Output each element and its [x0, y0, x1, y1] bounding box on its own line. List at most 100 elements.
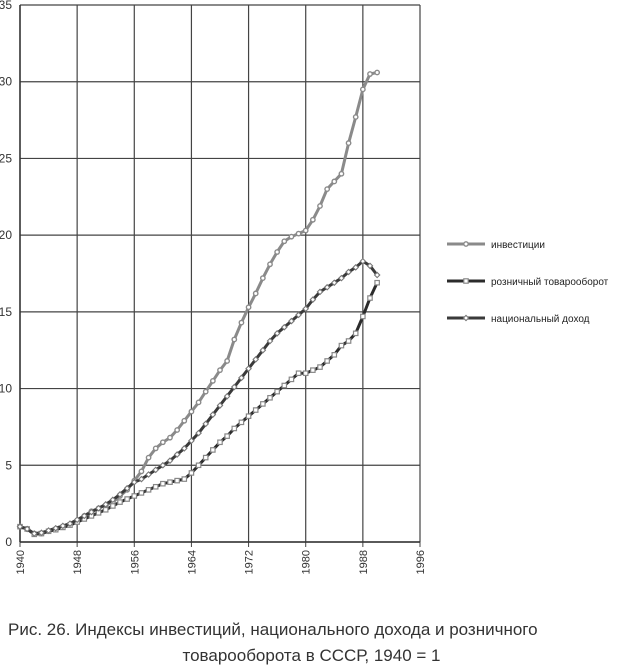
data-point [316, 288, 324, 296]
data-point [110, 503, 116, 509]
data-point [267, 394, 273, 401]
data-point [130, 478, 138, 486]
data-point [288, 376, 295, 383]
data-point [174, 427, 181, 433]
y-tick-label: 0 [5, 535, 12, 549]
x-tick-label: 1940 [15, 550, 27, 574]
data-point [181, 476, 188, 482]
y-tick-label: 25 [0, 151, 12, 165]
series-national-income [16, 257, 381, 537]
data-point [224, 433, 230, 439]
data-point [273, 329, 281, 337]
x-tick-label: 1996 [415, 550, 427, 574]
legend-label: национальный доход [491, 314, 590, 325]
data-point [95, 504, 102, 512]
data-point [359, 257, 367, 265]
y-tick-label: 15 [0, 305, 12, 319]
data-point [238, 319, 245, 326]
grid [19, 4, 421, 543]
x-tick-label: 1956 [129, 550, 141, 574]
data-point [331, 352, 338, 358]
legend-marker [463, 278, 469, 284]
data-point [352, 114, 359, 120]
data-point [209, 377, 216, 384]
series-layer [16, 69, 381, 538]
data-point [195, 399, 202, 406]
data-point [280, 323, 288, 331]
data-point [195, 429, 202, 437]
data-point [324, 358, 330, 364]
data-point [224, 358, 231, 364]
figure-caption-line-1: Рис. 26. Индексы инвестиций, национально… [8, 620, 538, 639]
data-point [338, 170, 345, 177]
data-point [345, 268, 352, 276]
data-point [295, 370, 302, 377]
data-point [245, 413, 252, 419]
axes [19, 5, 421, 547]
x-tick-label: 1964 [186, 550, 198, 574]
data-point [124, 496, 130, 502]
data-point [73, 516, 81, 524]
x-axis-ticks: 1940 1948 1956 1964 1972 1980 1988 1996 [15, 550, 427, 574]
data-point [302, 305, 310, 313]
data-point [145, 471, 152, 478]
data-point [188, 470, 195, 476]
data-point [245, 365, 252, 373]
data-point [188, 437, 195, 445]
data-point [302, 370, 309, 377]
legend-label: розничный товарооборот [491, 276, 609, 288]
data-point [317, 203, 323, 209]
data-point [216, 402, 224, 409]
data-point [274, 249, 281, 255]
data-point [102, 501, 110, 508]
data-point [345, 338, 352, 344]
data-point [166, 457, 174, 465]
data-point [160, 480, 166, 487]
data-point [274, 388, 280, 395]
data-point [138, 490, 145, 496]
data-point [309, 216, 316, 223]
legend-marker [462, 314, 470, 322]
data-point [109, 496, 117, 504]
data-point [373, 271, 381, 279]
data-point [209, 411, 217, 419]
data-point [345, 140, 352, 146]
y-tick-label: 35 [0, 0, 12, 12]
data-point [30, 530, 38, 537]
data-point [159, 461, 167, 469]
data-point [195, 462, 202, 469]
series-retail-trade [17, 279, 380, 538]
data-point [338, 274, 345, 282]
data-point [152, 445, 159, 452]
data-point [188, 408, 195, 415]
series-line-retail-trade [19, 282, 379, 536]
data-point [266, 337, 274, 345]
data-point [367, 295, 373, 301]
figure-caption-line-2: товарооборота в СССР, 1940 = 1 [182, 646, 441, 665]
data-point [66, 520, 74, 527]
data-point [374, 279, 380, 286]
data-point [252, 407, 259, 413]
data-point [252, 290, 259, 297]
data-point [52, 524, 60, 532]
legend-item-national-income: национальный доход [447, 314, 590, 325]
data-point [152, 483, 159, 490]
data-point [259, 275, 266, 282]
data-point [223, 392, 231, 400]
y-tick-label: 30 [0, 75, 12, 89]
data-point [167, 479, 173, 485]
data-point [317, 364, 323, 370]
data-point [131, 493, 138, 499]
y-tick-label: 20 [0, 228, 12, 242]
data-point [352, 263, 360, 271]
data-point [245, 304, 252, 311]
x-tick-label: 1980 [301, 550, 313, 574]
data-point [202, 388, 209, 395]
data-point [302, 227, 309, 234]
data-point [102, 506, 109, 513]
data-point [45, 527, 52, 534]
data-point [281, 382, 288, 389]
data-point [38, 529, 45, 537]
data-point [288, 233, 295, 240]
x-tick-label: 1972 [244, 550, 256, 574]
